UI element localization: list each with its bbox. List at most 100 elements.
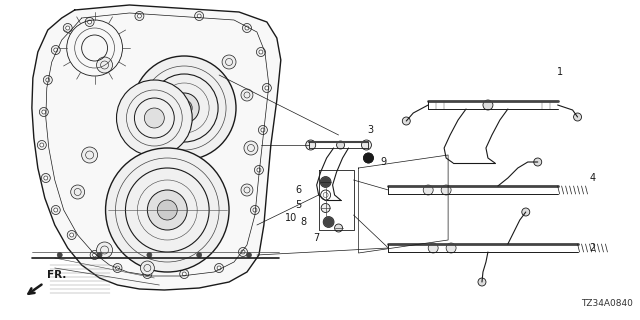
Circle shape: [115, 266, 120, 270]
Circle shape: [46, 78, 50, 82]
Circle shape: [145, 108, 164, 128]
Circle shape: [54, 208, 58, 212]
Circle shape: [37, 140, 46, 149]
Circle shape: [321, 177, 331, 187]
Circle shape: [196, 252, 202, 258]
Circle shape: [241, 89, 253, 101]
Circle shape: [116, 80, 192, 156]
Circle shape: [257, 168, 261, 172]
Circle shape: [321, 204, 330, 212]
Circle shape: [97, 57, 113, 73]
Circle shape: [364, 153, 373, 163]
Circle shape: [245, 26, 249, 30]
Circle shape: [261, 128, 265, 132]
Text: 1: 1: [557, 67, 563, 77]
Circle shape: [44, 76, 52, 84]
Circle shape: [255, 165, 264, 174]
Circle shape: [241, 250, 245, 254]
Circle shape: [335, 224, 342, 232]
Circle shape: [306, 140, 316, 150]
Circle shape: [483, 100, 493, 110]
Circle shape: [157, 200, 177, 220]
Circle shape: [176, 100, 192, 116]
Circle shape: [428, 243, 438, 253]
Circle shape: [147, 252, 152, 258]
Circle shape: [478, 278, 486, 286]
Circle shape: [262, 84, 271, 92]
Text: 3: 3: [367, 125, 374, 135]
Circle shape: [90, 251, 99, 260]
Text: 2: 2: [589, 243, 596, 253]
Circle shape: [441, 185, 451, 195]
Circle shape: [135, 12, 144, 20]
Circle shape: [57, 252, 62, 258]
Circle shape: [197, 14, 201, 18]
Circle shape: [88, 20, 92, 24]
Text: TZ34A0840: TZ34A0840: [582, 299, 634, 308]
Circle shape: [259, 50, 263, 54]
Circle shape: [82, 147, 97, 163]
Text: 9: 9: [380, 157, 387, 167]
Circle shape: [214, 263, 223, 273]
Circle shape: [147, 190, 188, 230]
Circle shape: [522, 208, 530, 216]
Circle shape: [132, 56, 236, 160]
Circle shape: [239, 247, 248, 257]
Circle shape: [241, 184, 253, 196]
Circle shape: [253, 208, 257, 212]
Circle shape: [113, 263, 122, 273]
Polygon shape: [32, 5, 281, 290]
Circle shape: [97, 242, 113, 258]
Circle shape: [243, 23, 252, 33]
Circle shape: [70, 185, 84, 199]
Text: 10: 10: [285, 213, 297, 223]
Circle shape: [39, 108, 48, 116]
Circle shape: [106, 148, 229, 272]
Circle shape: [217, 266, 221, 270]
Text: 6: 6: [296, 185, 302, 195]
Text: 7: 7: [314, 233, 320, 243]
Circle shape: [321, 190, 331, 200]
Circle shape: [138, 14, 141, 18]
Circle shape: [54, 48, 58, 52]
Circle shape: [140, 261, 154, 275]
Circle shape: [51, 205, 60, 214]
Text: FR.: FR.: [47, 270, 66, 280]
Circle shape: [337, 141, 344, 149]
Circle shape: [362, 140, 371, 150]
Circle shape: [180, 269, 189, 278]
Circle shape: [222, 55, 236, 69]
Circle shape: [324, 217, 333, 227]
Circle shape: [534, 158, 541, 166]
Circle shape: [265, 86, 269, 90]
Circle shape: [423, 185, 433, 195]
Circle shape: [67, 230, 76, 239]
Circle shape: [259, 125, 268, 134]
Circle shape: [93, 253, 97, 257]
Text: 4: 4: [589, 173, 596, 183]
Circle shape: [44, 176, 48, 180]
Circle shape: [145, 272, 149, 276]
Circle shape: [40, 143, 44, 147]
Circle shape: [446, 243, 456, 253]
Circle shape: [97, 252, 102, 258]
Text: 5: 5: [296, 200, 302, 210]
Circle shape: [51, 45, 60, 54]
Circle shape: [70, 233, 74, 237]
Circle shape: [250, 205, 259, 214]
Circle shape: [182, 272, 186, 276]
Circle shape: [403, 117, 410, 125]
Circle shape: [63, 23, 72, 33]
Circle shape: [244, 141, 258, 155]
Circle shape: [257, 47, 266, 57]
Circle shape: [573, 113, 582, 121]
Circle shape: [195, 12, 204, 20]
Circle shape: [170, 93, 199, 123]
Circle shape: [246, 252, 252, 258]
Circle shape: [143, 269, 152, 278]
Text: 8: 8: [301, 217, 307, 227]
Circle shape: [66, 26, 70, 30]
Circle shape: [42, 173, 51, 182]
Circle shape: [85, 18, 94, 27]
Circle shape: [42, 110, 46, 114]
